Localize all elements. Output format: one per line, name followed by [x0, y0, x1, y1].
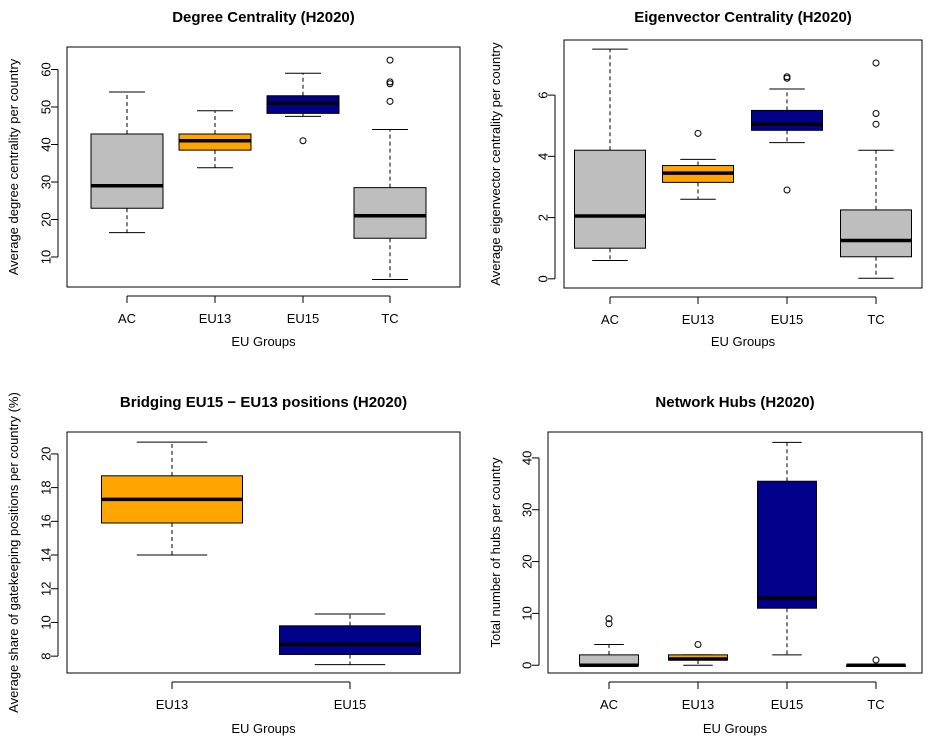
chart-title: Network Hubs (H2020) — [655, 394, 814, 411]
x-tick-label: AC — [601, 312, 619, 327]
x-axis-label: EU Groups — [231, 334, 296, 349]
x-tick-label: TC — [867, 697, 884, 712]
x-tick-label: EU13 — [682, 697, 715, 712]
y-tick-label: 30 — [520, 503, 535, 517]
y-tick-label: 12 — [39, 581, 54, 595]
box-eu13 — [101, 441, 243, 556]
box-tc — [840, 59, 912, 279]
y-tick-label: 0 — [536, 275, 551, 282]
outlier-point — [872, 109, 880, 117]
box-eu15 — [279, 613, 421, 666]
y-tick-label: 20 — [39, 212, 54, 226]
y-tick-label: 50 — [39, 100, 54, 114]
outlier-point — [605, 620, 613, 628]
x-tick-label: AC — [600, 697, 618, 712]
x-axis-label: EU Groups — [703, 721, 768, 736]
outlier-point — [386, 97, 394, 105]
outlier-point — [783, 186, 791, 194]
y-tick-label: 10 — [520, 606, 535, 620]
y-tick-label: 10 — [39, 250, 54, 264]
y-tick-label: 2 — [536, 214, 551, 221]
box-eu15 — [751, 73, 823, 194]
y-tick-label: 16 — [39, 514, 54, 528]
outlier-point — [386, 80, 394, 88]
y-tick-label: 8 — [39, 653, 54, 660]
box-body — [840, 209, 912, 258]
box-eu13 — [178, 110, 252, 169]
x-tick-label: TC — [867, 312, 884, 327]
x-tick-label: EU15 — [771, 697, 804, 712]
outlier-point — [872, 656, 880, 664]
box-eu15 — [266, 72, 340, 145]
box-eu13 — [662, 129, 734, 200]
y-axis-label: Average share of gatekeeping positions p… — [6, 392, 21, 713]
box-ac — [574, 48, 646, 261]
x-tick-label: EU15 — [334, 697, 367, 712]
outlier-point — [694, 640, 702, 648]
y-tick-label: 40 — [520, 451, 535, 465]
box-ac — [579, 615, 639, 667]
y-axis-label: Average eigenvector centrality per count… — [488, 42, 503, 286]
y-axis-label: Total number of hubs per country — [488, 457, 503, 648]
box-ac — [90, 91, 164, 234]
y-tick-label: 10 — [39, 615, 54, 629]
box-body — [90, 133, 164, 209]
outlier-point — [386, 56, 394, 64]
x-tick-label: AC — [118, 311, 136, 326]
plot-frame — [563, 39, 923, 289]
plot-frame — [66, 431, 461, 674]
box-body — [353, 187, 427, 239]
x-axis-label: EU Groups — [711, 334, 776, 349]
outlier-point — [299, 137, 307, 145]
y-tick-label: 0 — [520, 662, 535, 669]
box-eu13 — [668, 640, 728, 666]
y-axis-label: Average degree centrality per country — [6, 58, 21, 275]
x-axis-label: EU Groups — [231, 721, 296, 736]
box-tc — [846, 656, 906, 667]
x-tick-label: EU13 — [682, 312, 715, 327]
panel-4: Network Hubs (H2020) EU Groups Total numbe… — [488, 394, 923, 736]
box-body — [279, 625, 421, 655]
chart-title: Bridging EU15 − EU13 positions (H2020) — [120, 394, 407, 411]
x-tick-label: TC — [381, 311, 398, 326]
chart-title: Degree Centrality (H2020) — [172, 9, 355, 26]
x-tick-label: EU13 — [199, 311, 232, 326]
box-tc — [353, 56, 427, 280]
y-tick-label: 6 — [536, 91, 551, 98]
plot-frame — [547, 431, 923, 674]
chart-title: Eigenvector Centrality (H2020) — [634, 9, 852, 26]
box-body — [574, 149, 646, 249]
box-body — [751, 109, 823, 131]
y-tick-label: 60 — [39, 62, 54, 76]
x-tick-label: EU15 — [771, 312, 804, 327]
panel-3: Bridging EU15 − EU13 positions (H2020) EU… — [6, 392, 461, 736]
outlier-point — [694, 129, 702, 137]
panel-2: Eigenvector Centrality (H2020) EU Groups A… — [488, 9, 923, 349]
y-tick-label: 40 — [39, 137, 54, 151]
panel-1: Degree Centrality (H2020) EU Groups Averag… — [6, 9, 461, 349]
box-eu15 — [757, 441, 817, 656]
y-tick-label: 18 — [39, 480, 54, 494]
plot-frame — [66, 46, 461, 288]
outlier-point — [783, 73, 791, 81]
y-tick-label: 4 — [536, 153, 551, 160]
x-tick-label: EU15 — [287, 311, 320, 326]
outlier-point — [872, 59, 880, 67]
y-tick-label: 14 — [39, 548, 54, 562]
y-tick-label: 20 — [39, 447, 54, 461]
y-tick-label: 30 — [39, 175, 54, 189]
outlier-point — [872, 120, 880, 128]
outlier-point — [605, 615, 613, 623]
box-body — [757, 480, 817, 609]
outlier-point — [386, 78, 394, 86]
y-tick-label: 20 — [520, 554, 535, 568]
x-tick-label: EU13 — [156, 697, 189, 712]
